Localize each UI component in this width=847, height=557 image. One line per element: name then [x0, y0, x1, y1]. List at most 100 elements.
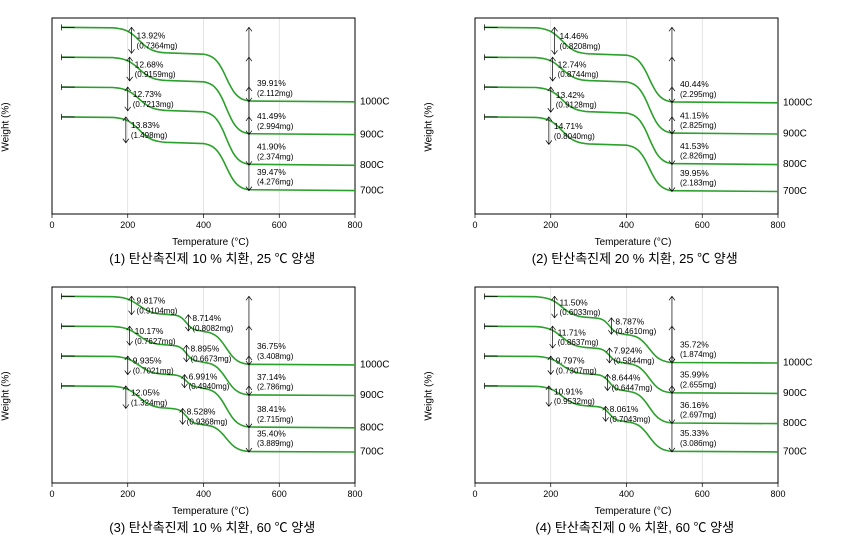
svg-text:40.44%: 40.44%: [679, 79, 708, 89]
svg-text:35.99%: 35.99%: [679, 370, 708, 380]
svg-text:10.91%: 10.91%: [553, 386, 582, 396]
svg-text:200: 200: [543, 489, 558, 499]
svg-text:(0.6447mg): (0.6447mg): [611, 384, 652, 393]
svg-text:(0.7021mg): (0.7021mg): [133, 366, 174, 375]
svg-text:800C: 800C: [783, 418, 807, 429]
svg-text:(2.183mg): (2.183mg): [679, 179, 716, 188]
svg-text:(0.4610mg): (0.4610mg): [615, 327, 656, 336]
svg-text:12.74%: 12.74%: [557, 59, 586, 69]
svg-text:0: 0: [49, 220, 54, 230]
svg-text:(0.9368mg): (0.9368mg): [187, 417, 228, 426]
svg-text:200: 200: [120, 489, 135, 499]
panel-1: Weight (%) 020040060080013.92%(0.7364mg)…: [8, 8, 417, 267]
svg-text:9.797%: 9.797%: [555, 355, 584, 365]
caption-4: (4) 탄산촉진제 0 % 치환, 60 ℃ 양생: [431, 517, 840, 536]
caption-2: (2) 탄산촉진제 20 % 치환, 25 ℃ 양생: [431, 248, 840, 267]
svg-text:900C: 900C: [783, 388, 807, 399]
svg-text:200: 200: [120, 220, 135, 230]
svg-text:(3.086mg): (3.086mg): [679, 439, 716, 448]
svg-text:(2.715mg): (2.715mg): [257, 415, 294, 424]
svg-text:13.83%: 13.83%: [131, 120, 160, 130]
svg-text:35.40%: 35.40%: [257, 428, 286, 438]
svg-text:800C: 800C: [783, 159, 807, 170]
x-axis-label: Temperature (°C): [595, 506, 672, 517]
svg-text:(2.655mg): (2.655mg): [679, 380, 716, 389]
svg-text:11.50%: 11.50%: [559, 297, 588, 307]
svg-text:41.49%: 41.49%: [257, 111, 286, 121]
svg-text:800C: 800C: [360, 160, 384, 171]
svg-text:(2.994mg): (2.994mg): [257, 122, 294, 131]
svg-text:14.71%: 14.71%: [553, 121, 582, 131]
svg-text:38.41%: 38.41%: [257, 404, 286, 414]
svg-text:(2.825mg): (2.825mg): [679, 121, 716, 130]
svg-text:8.787%: 8.787%: [615, 316, 644, 326]
svg-text:(1.874mg): (1.874mg): [679, 350, 716, 359]
plot-wrap-1: Weight (%) 020040060080013.92%(0.7364mg)…: [8, 8, 413, 246]
svg-text:800C: 800C: [360, 422, 384, 433]
svg-text:900C: 900C: [360, 129, 384, 140]
svg-text:(3.408mg): (3.408mg): [257, 352, 294, 361]
svg-text:(0.9104mg): (0.9104mg): [137, 307, 178, 316]
svg-text:(4.276mg): (4.276mg): [257, 178, 294, 187]
svg-text:600: 600: [272, 220, 287, 230]
svg-text:900C: 900C: [783, 129, 807, 140]
svg-text:400: 400: [618, 489, 633, 499]
svg-text:(0.8637mg): (0.8637mg): [557, 338, 598, 347]
svg-text:8.528%: 8.528%: [187, 407, 216, 417]
plot-wrap-3: Weight (%) 02004006008009.817%(0.9104mg)…: [8, 277, 413, 515]
svg-text:(0.4940mg): (0.4940mg): [189, 382, 230, 391]
svg-text:400: 400: [196, 220, 211, 230]
y-axis-label: Weight (%): [1, 102, 12, 151]
y-axis-label: Weight (%): [423, 102, 434, 151]
svg-text:(0.9532mg): (0.9532mg): [553, 397, 594, 406]
svg-text:14.46%: 14.46%: [559, 31, 588, 41]
svg-text:(2.786mg): (2.786mg): [257, 383, 294, 392]
svg-text:6.991%: 6.991%: [189, 371, 218, 381]
svg-text:400: 400: [618, 220, 633, 230]
tga-plot-2: 020040060080014.46%(0.8208mg)40.44%(2.29…: [431, 8, 836, 246]
svg-text:36.75%: 36.75%: [257, 341, 286, 351]
svg-text:400: 400: [196, 489, 211, 499]
svg-text:(1.324mg): (1.324mg): [131, 398, 168, 407]
svg-text:(0.8208mg): (0.8208mg): [559, 42, 600, 51]
svg-text:1000C: 1000C: [360, 96, 389, 107]
svg-text:1000C: 1000C: [783, 97, 812, 108]
svg-text:8.714%: 8.714%: [192, 313, 221, 323]
svg-text:600: 600: [272, 489, 287, 499]
svg-text:11.71%: 11.71%: [557, 327, 586, 337]
svg-text:9.817%: 9.817%: [137, 296, 166, 306]
svg-text:(2.374mg): (2.374mg): [257, 152, 294, 161]
svg-text:800: 800: [770, 220, 785, 230]
caption-1: (1) 탄산촉진제 10 % 치환, 25 ℃ 양생: [8, 248, 417, 267]
panel-3: Weight (%) 02004006008009.817%(0.9104mg)…: [8, 277, 417, 536]
caption-3: (3) 탄산촉진제 10 % 치환, 60 ℃ 양생: [8, 517, 417, 536]
svg-text:37.14%: 37.14%: [257, 372, 286, 382]
svg-text:(3.889mg): (3.889mg): [257, 439, 294, 448]
panel-4: Weight (%) 020040060080011.50%(0.6033mg)…: [431, 277, 840, 536]
chart-grid: Weight (%) 0 200 400 600 800 13.92%(0.7364mg)…: [8, 8, 839, 536]
svg-text:8.061%: 8.061%: [609, 404, 638, 414]
svg-text:(0.7364mg): (0.7364mg): [137, 41, 178, 50]
svg-text:800: 800: [347, 489, 362, 499]
panel-2: Weight (%) 020040060080014.46%(0.8208mg)…: [431, 8, 840, 267]
svg-text:(2.697mg): (2.697mg): [679, 411, 716, 420]
svg-text:(0.8040mg): (0.8040mg): [553, 132, 594, 141]
svg-text:0: 0: [472, 220, 477, 230]
svg-text:(0.9128mg): (0.9128mg): [555, 101, 596, 110]
svg-text:700C: 700C: [360, 447, 384, 458]
svg-text:12.05%: 12.05%: [131, 387, 160, 397]
svg-text:8.644%: 8.644%: [611, 373, 640, 383]
svg-text:900C: 900C: [360, 390, 384, 401]
svg-text:13.42%: 13.42%: [555, 90, 584, 100]
svg-text:12.68%: 12.68%: [135, 59, 164, 69]
x-axis-label: Temperature (°C): [172, 506, 249, 517]
svg-text:39.95%: 39.95%: [679, 168, 708, 178]
svg-text:13.92%: 13.92%: [137, 31, 166, 41]
plot-wrap-2: Weight (%) 020040060080014.46%(0.8208mg)…: [431, 8, 836, 246]
tga-plot-3: 02004006008009.817%(0.9104mg)8.714%(0.80…: [8, 277, 413, 515]
svg-text:600: 600: [694, 489, 709, 499]
svg-text:200: 200: [543, 220, 558, 230]
svg-text:(0.7307mg): (0.7307mg): [555, 366, 596, 375]
svg-text:700C: 700C: [783, 447, 807, 458]
tga-plot-4: 020040060080011.50%(0.6033mg)8.787%(0.46…: [431, 277, 836, 515]
